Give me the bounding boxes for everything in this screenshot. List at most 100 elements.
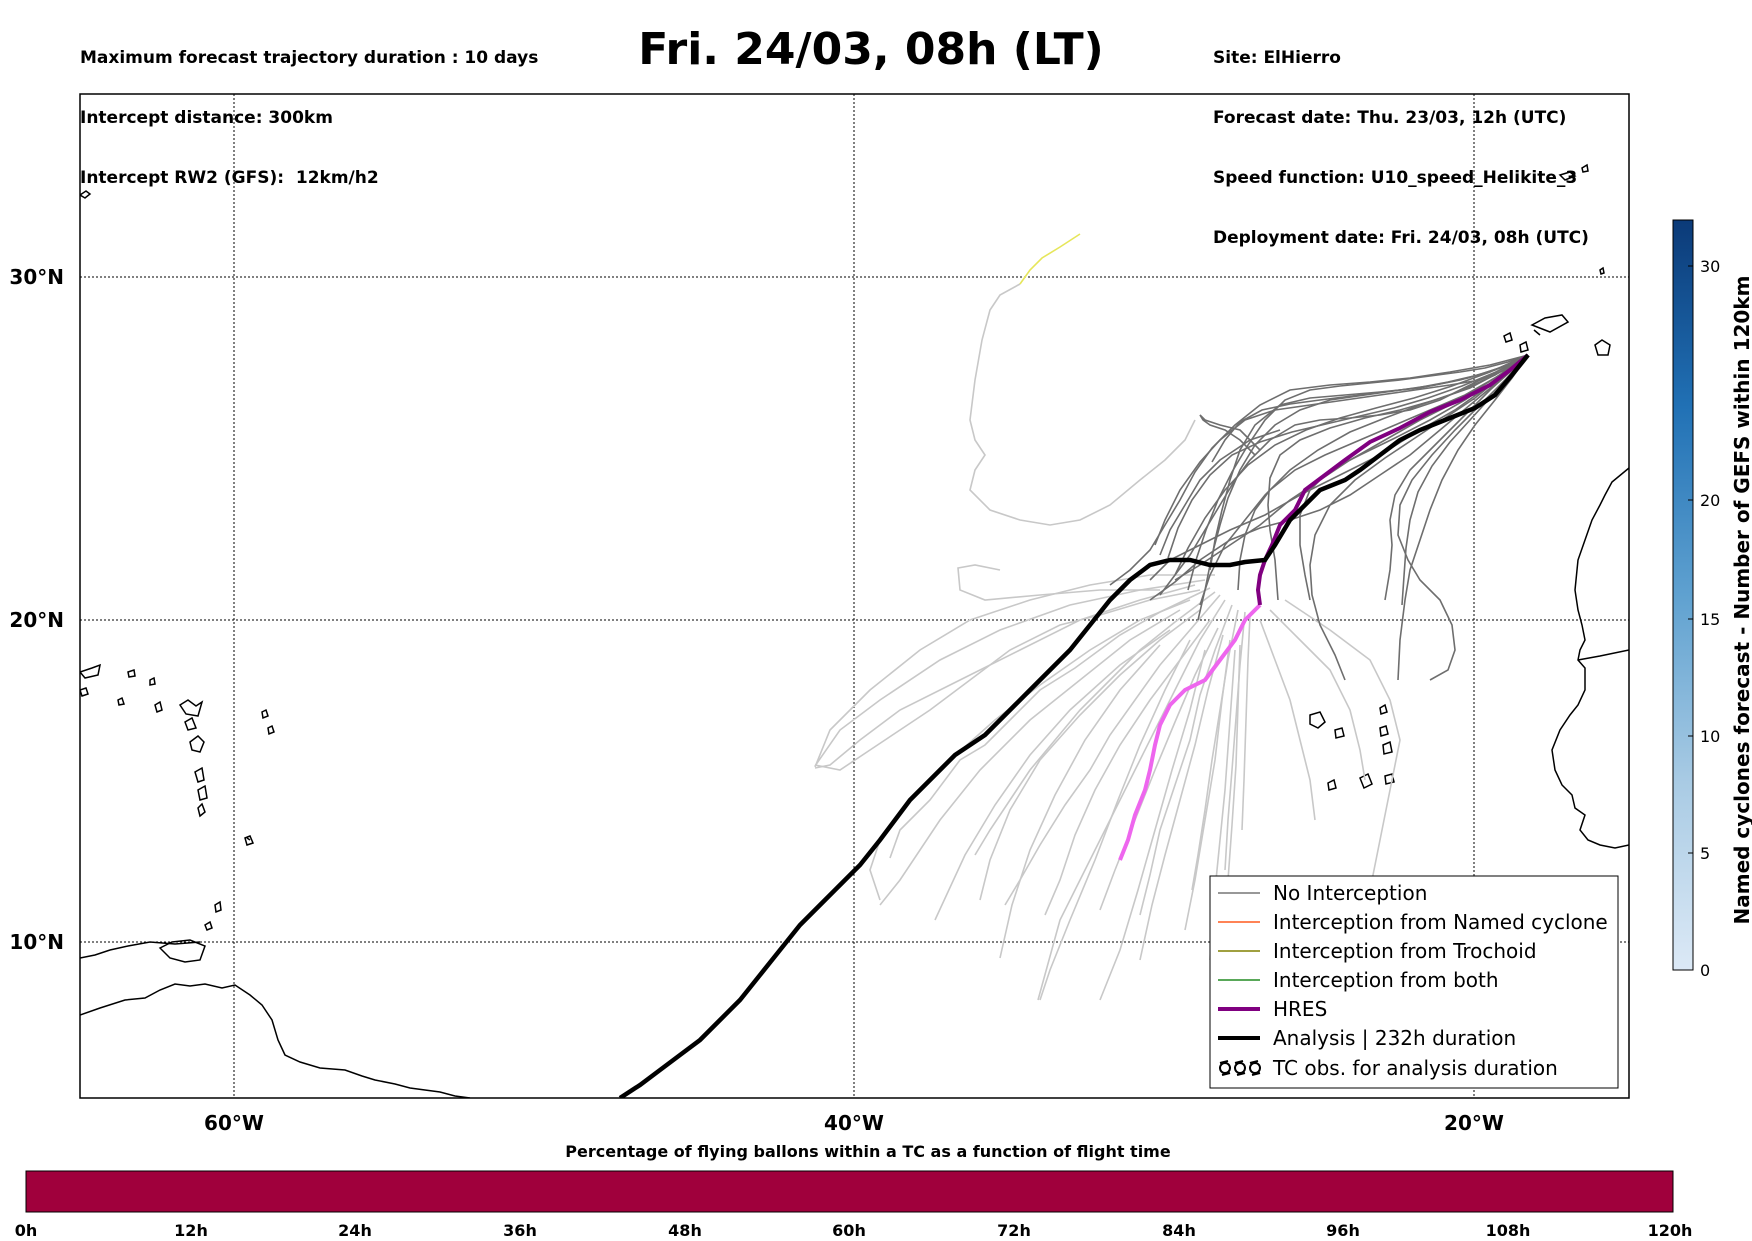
- header-right-line: Forecast date: Thu. 23/03, 12h (UTC): [1213, 108, 1567, 128]
- island-barbados: [244, 835, 255, 846]
- dark-trajectory: [1199, 354, 1529, 606]
- island-antigua: [184, 716, 198, 731]
- dark-trajectory: [1211, 354, 1529, 463]
- colorbar-label: Named cyclones forecast - Number of GEFS…: [1730, 276, 1752, 925]
- faint-trajectory: [979, 609, 1201, 901]
- faint-trajectory: [1184, 639, 1231, 931]
- bottom-bar-tick-108h: 108h: [1486, 1221, 1531, 1240]
- faint-trajectory: [1044, 619, 1211, 916]
- faint-trajectory: [999, 644, 1161, 959]
- faint-trajectory: [957, 564, 1160, 601]
- island-cape-verde-4: [1382, 740, 1393, 755]
- legend-label-no-interception: No Interception: [1273, 881, 1427, 905]
- legend-label-analysis: Analysis | 232h duration: [1273, 1026, 1516, 1050]
- header-left-line: Maximum forecast trajectory duration : 1…: [80, 48, 539, 68]
- hres-trajectory: [1255, 353, 1530, 606]
- island-montserrat: [154, 700, 163, 714]
- faint-trajectory: [869, 599, 1191, 901]
- faint-trajectory: [1269, 609, 1366, 781]
- island-barbuda: [117, 696, 125, 706]
- header-right: Site: ElHierro Forecast date: Thu. 23/03…: [1213, 8, 1589, 268]
- dark-trajectory: [1187, 354, 1529, 591]
- island-salvages: [1599, 266, 1605, 275]
- faint-trajectory: [1139, 634, 1224, 961]
- bottom-bar: Percentage of flying ballons within a TC…: [15, 1142, 1693, 1240]
- faint-trajectory: [1241, 614, 1251, 831]
- legend: No Interception Interception from Named …: [1209, 875, 1619, 1089]
- map-frame: [79, 93, 1630, 1099]
- lat-label-10n: 10°N: [9, 930, 64, 954]
- island-cape-verde-1: [1309, 711, 1326, 729]
- island-st-lucia: [197, 802, 206, 818]
- yellow-trajectory-segment: [1019, 233, 1081, 285]
- island-st-kitts: [178, 699, 204, 717]
- colorbar-tick-30: 30: [1700, 257, 1720, 276]
- colorbar-tick-0: 0: [1700, 961, 1710, 980]
- lat-label-30n: 30°N: [9, 265, 64, 289]
- bottom-bar-title: Percentage of flying ballons within a TC…: [565, 1142, 1171, 1161]
- dark-trajectory: [1149, 354, 1529, 601]
- faint-trajectory: [1224, 611, 1246, 871]
- coastline-africa-sea: [1577, 649, 1629, 661]
- island-small-2: [267, 724, 275, 736]
- bottom-bar-tick-12h: 12h: [174, 1221, 208, 1240]
- faint-trajectory: [974, 591, 1216, 856]
- legend-label-trochoid: Interception from Trochoid: [1273, 939, 1537, 963]
- island-cape-verde-8: [1379, 703, 1388, 715]
- island-grenada: [204, 920, 213, 931]
- island-small-3: [246, 837, 251, 841]
- faint-trajectory: [1139, 604, 1233, 916]
- hres-trajectory-late: [1118, 603, 1262, 861]
- island-canary-1: [1530, 314, 1570, 333]
- faint-trajectory: [889, 587, 1211, 859]
- island-tobago: [214, 900, 222, 914]
- faint-trajectory: [1099, 627, 1219, 911]
- coastline-africa: [1551, 467, 1629, 849]
- colorbar-tick-5: 5: [1700, 844, 1710, 863]
- dark-trajectory: [1397, 354, 1529, 681]
- bottom-bar-tick-60h: 60h: [832, 1221, 866, 1240]
- faint-trajectory: [814, 584, 1196, 769]
- coastline-trinidad: [158, 939, 206, 963]
- bottom-bar-tick-36h: 36h: [503, 1221, 537, 1240]
- island-madeira-2: [1581, 163, 1589, 173]
- island-puerto-rico: [80, 663, 102, 679]
- header-left-line: Intercept RW2 (GFS): 12km/h2: [80, 168, 379, 188]
- island-cuba-tip: [80, 687, 89, 697]
- island-bermuda: [80, 190, 92, 199]
- bottom-bar-fill: [25, 1170, 1674, 1213]
- lon-label-60w: 60°W: [204, 1111, 264, 1135]
- legend-label-hres: HRES: [1273, 997, 1327, 1021]
- faint-trajectory: [934, 629, 1171, 921]
- faint-trajectory: [1227, 644, 1241, 881]
- header-left: Maximum forecast trajectory duration : 1…: [80, 8, 538, 208]
- coastline-south-america: [80, 983, 471, 1098]
- lat-label-20n: 20°N: [9, 608, 64, 632]
- island-cape-verde-3: [1379, 725, 1389, 737]
- colorbar-tick-10: 10: [1700, 727, 1720, 746]
- lon-labels: 60°W 40°W 20°W: [204, 1111, 1504, 1135]
- dark-trajectory: [1159, 429, 1281, 556]
- dark-trajectory: [1154, 354, 1529, 546]
- dark-trajectory: [1309, 354, 1529, 681]
- cyclone-symbols-icon: [1219, 1060, 1261, 1076]
- dark-trajectory: [1401, 354, 1529, 606]
- lon-label-20w: 20°W: [1444, 1111, 1504, 1135]
- header-left-line: Intercept distance: 300km: [80, 108, 333, 128]
- analysis-trajectory: [618, 353, 1530, 1098]
- faint-trajectory: [879, 609, 1181, 906]
- bottom-bar-tick-72h: 72h: [997, 1221, 1031, 1240]
- faint-trajectory: [1284, 599, 1401, 881]
- page-title-text: Fri. 24/03, 08h (LT): [638, 24, 1104, 75]
- island-martinique: [197, 784, 208, 801]
- dark-trajectory: [1174, 354, 1529, 576]
- island-cape-verde-2: [1334, 727, 1345, 739]
- header-right-line: Speed function: U10_speed_Helikite_3: [1213, 168, 1578, 188]
- island-canary-2: [1594, 339, 1611, 356]
- faint-trajectory: [1037, 599, 1226, 1001]
- faint-trajectory: [1259, 619, 1316, 821]
- island-virgin: [127, 669, 136, 678]
- colorbar-ticks: [1688, 265, 1693, 971]
- dark-trajectory: [1109, 354, 1529, 586]
